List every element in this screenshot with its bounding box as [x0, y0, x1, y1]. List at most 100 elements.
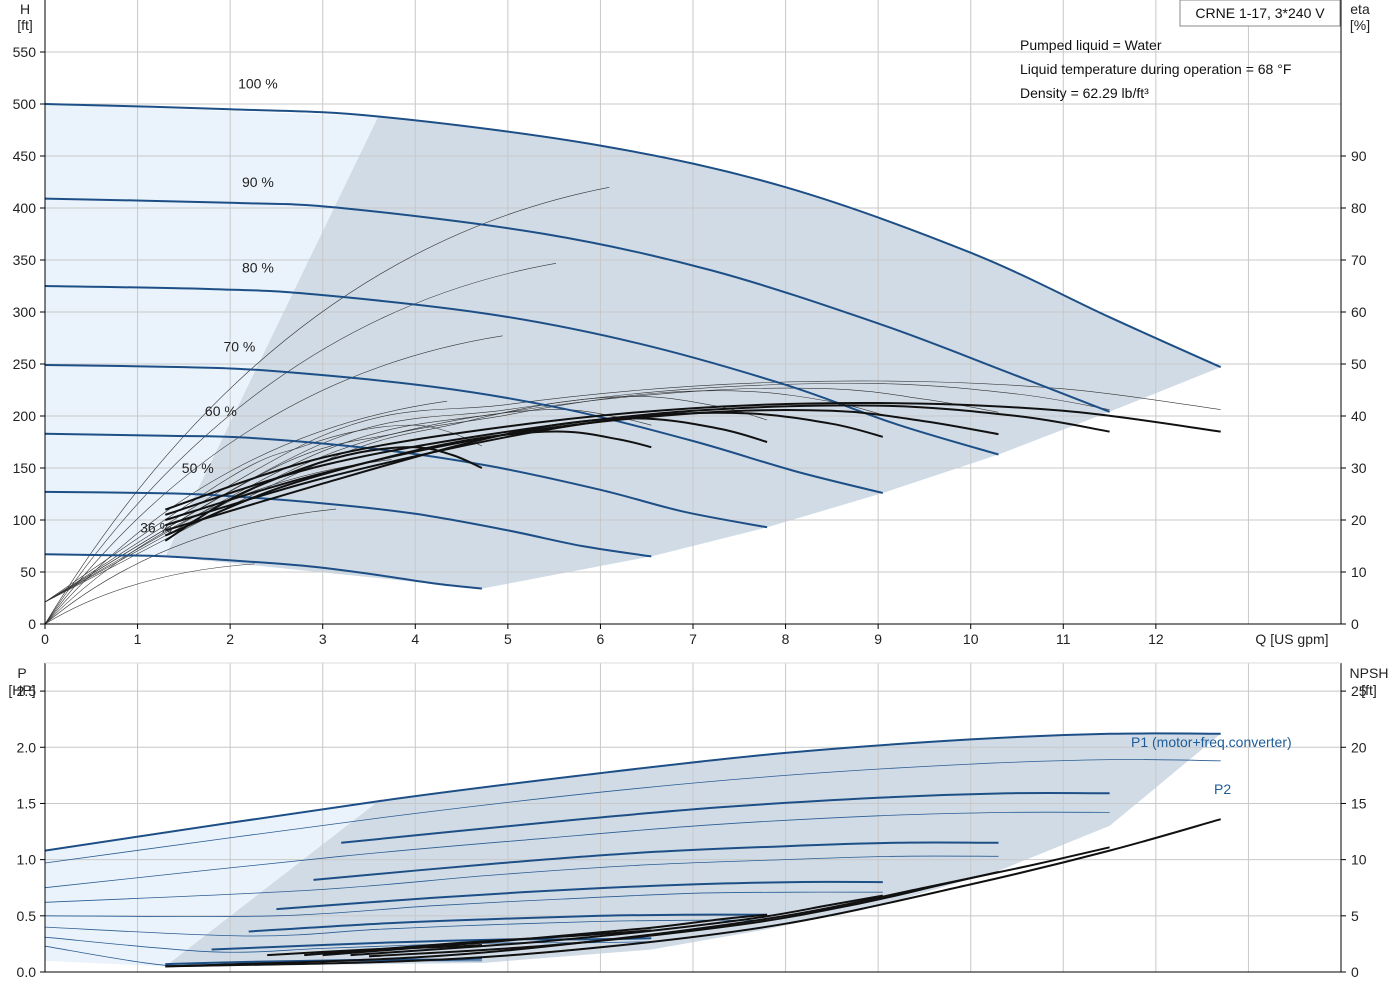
chart-title: CRNE 1-17, 3*240 V — [1195, 5, 1325, 21]
reference-curve — [44, 387, 999, 603]
y-tick-label-left: 100 — [13, 512, 37, 528]
legend-p2: P2 — [1214, 781, 1231, 797]
head-curve — [44, 364, 884, 494]
p1-curve — [211, 937, 652, 951]
p1-curve — [313, 841, 999, 881]
npsh-curve — [267, 944, 482, 957]
info-line-liquid: Pumped liquid = Water — [1020, 37, 1162, 53]
system-curve — [44, 508, 337, 625]
system-curve — [44, 400, 448, 625]
x-tick-label: 6 — [597, 631, 605, 647]
y-axis-label-npsh: NPSH — [1350, 665, 1389, 681]
y-tick-label-left: 200 — [13, 408, 37, 424]
speed-label: 90 % — [242, 174, 274, 190]
y-tick-label-left: 0 — [28, 616, 36, 632]
x-tick-label: 9 — [874, 631, 882, 647]
reference-curve — [44, 383, 1110, 603]
system-curve — [44, 563, 255, 625]
npsh-curve — [368, 871, 999, 958]
p1-curve — [248, 913, 768, 933]
speed-label: 50 % — [182, 460, 214, 476]
p2-curve — [44, 759, 1221, 864]
y-tick-label-left: 0.0 — [17, 964, 37, 980]
y-axis-label-head: H — [20, 1, 30, 17]
y-tick-label-right: 25 — [1351, 683, 1367, 699]
y-tick-label-left: 1.5 — [17, 795, 37, 811]
system-curve — [44, 187, 610, 625]
y-tick-label-right: 0 — [1351, 616, 1359, 632]
y-axis-label-eta: eta — [1350, 1, 1370, 17]
p2-curve — [44, 919, 768, 937]
p2-curve — [44, 891, 883, 917]
head-curve — [44, 103, 1222, 369]
y-axis-unit-eta: [%] — [1350, 17, 1370, 33]
y-tick-label-left: 0.5 — [17, 908, 37, 924]
y-tick-label-right: 0 — [1351, 964, 1359, 980]
info-line-temperature: Liquid temperature during operation = 68… — [1020, 61, 1291, 77]
x-tick-label: 7 — [689, 631, 697, 647]
y-tick-label-right: 50 — [1351, 356, 1367, 372]
y-tick-label-right: 5 — [1351, 908, 1359, 924]
y-tick-label-left: 300 — [13, 304, 37, 320]
y-tick-label-left: 400 — [13, 200, 37, 216]
efficiency-curve — [164, 446, 483, 542]
low-flow-region — [45, 104, 379, 557]
p2-curve — [44, 811, 1110, 889]
y-tick-label-left: 1.0 — [17, 852, 37, 868]
x-tick-label: 1 — [134, 631, 142, 647]
y-tick-label-left: 150 — [13, 460, 37, 476]
y-tick-label-right: 20 — [1351, 739, 1367, 755]
head-curve — [44, 197, 1110, 413]
p2-curve — [44, 855, 999, 903]
x-tick-label: 0 — [41, 631, 49, 647]
x-tick-label: 2 — [226, 631, 234, 647]
p1-curve — [276, 880, 883, 911]
speed-label: 60 % — [205, 403, 237, 419]
y-tick-label-left: 2.0 — [17, 739, 37, 755]
y-tick-label-right: 60 — [1351, 304, 1367, 320]
y-tick-label-left: 350 — [13, 252, 37, 268]
y-tick-label-left: 500 — [13, 96, 37, 112]
x-tick-label: 5 — [504, 631, 512, 647]
efficiency-curve — [165, 404, 1110, 516]
p1-curve — [341, 791, 1110, 844]
npsh-curve — [165, 846, 1110, 968]
x-tick-label: 10 — [963, 631, 979, 647]
y-tick-label-right: 10 — [1351, 564, 1367, 580]
head-curve — [44, 490, 652, 558]
y-tick-label-left: 250 — [13, 356, 37, 372]
info-block: Pumped liquid = Water Liquid temperature… — [1020, 37, 1291, 101]
x-tick-label: 11 — [1056, 631, 1071, 647]
legend-p1: P1 (motor+freq.converter) — [1131, 734, 1292, 750]
low-flow-region-power — [45, 801, 379, 967]
x-tick-label: 4 — [411, 631, 419, 647]
y-tick-label-right: 90 — [1351, 148, 1367, 164]
system-curve — [44, 335, 503, 625]
efficiency-curve — [165, 411, 884, 527]
y-axis-label-power: P — [17, 665, 26, 681]
x-tick-label: 12 — [1148, 631, 1164, 647]
x-tick-label: 8 — [782, 631, 790, 647]
y-tick-label-left: 450 — [13, 148, 37, 164]
info-line-density: Density = 62.29 lb/ft³ — [1020, 85, 1149, 101]
y-axis-unit-power: [HP] — [8, 682, 35, 698]
y-axis-unit-head: [ft] — [17, 17, 33, 33]
title-box: CRNE 1-17, 3*240 V — [1179, 0, 1341, 27]
y-tick-label-left: 50 — [20, 564, 36, 580]
speed-label: 100 % — [238, 75, 278, 91]
x-axis-label: Q [US gpm] — [1255, 631, 1328, 647]
speed-label: 36 % — [140, 519, 172, 535]
head-curve — [44, 432, 768, 529]
y-tick-label-right: 80 — [1351, 200, 1367, 216]
y-tick-label-right: 15 — [1351, 795, 1367, 811]
y-tick-label-right: 20 — [1351, 512, 1367, 528]
reference-curve — [44, 380, 1221, 603]
y-tick-label-left: 550 — [13, 44, 37, 60]
p1-curve — [44, 732, 1221, 852]
npsh-curve — [165, 818, 1221, 968]
y-tick-label-right: 40 — [1351, 408, 1367, 424]
y-tick-label-right: 30 — [1351, 460, 1367, 476]
y-tick-label-right: 70 — [1351, 252, 1367, 268]
system-curve — [44, 263, 557, 625]
